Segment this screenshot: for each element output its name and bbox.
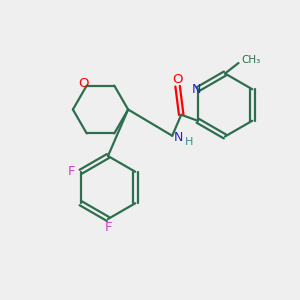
Text: O: O (79, 77, 89, 90)
Text: F: F (104, 221, 112, 234)
Text: O: O (172, 73, 183, 86)
Text: H: H (184, 137, 193, 147)
Text: CH₃: CH₃ (242, 55, 261, 65)
Text: N: N (174, 131, 184, 144)
Text: F: F (68, 165, 75, 178)
Text: N: N (191, 83, 201, 96)
